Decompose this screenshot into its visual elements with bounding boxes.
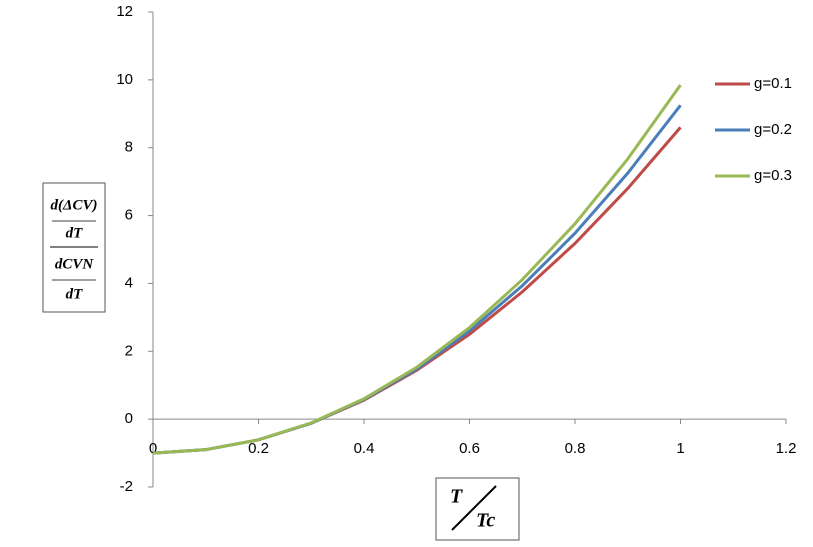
y-tick-label: 6	[125, 207, 133, 224]
y-label: d(ΔCV)	[51, 197, 98, 213]
x-tick-label: 1	[676, 440, 684, 457]
series-line	[152, 84, 682, 455]
y-tick-label: 10	[116, 71, 133, 88]
y-tick-label: 2	[125, 342, 133, 359]
legend-label: g=0.3	[754, 167, 792, 184]
legend-label: g=0.1	[754, 75, 792, 92]
y-tick-label: 4	[125, 274, 133, 291]
x-tick-label: 0.4	[354, 440, 375, 457]
x-label: T	[450, 486, 463, 508]
x-tick-label: 0	[149, 440, 157, 457]
y-tick-label: 8	[125, 139, 133, 156]
x-label-slash	[451, 485, 497, 531]
y-tick-label: -2	[120, 478, 133, 495]
x-tick-label: 0.6	[459, 440, 480, 457]
x-tick-label: 0.8	[565, 440, 586, 457]
series-line	[152, 126, 682, 455]
y-tick-label: 12	[116, 3, 133, 20]
y-tick-label: 0	[125, 410, 133, 427]
x-tick-label: 1.2	[776, 440, 797, 457]
y-label: dT	[66, 225, 84, 241]
y-label: dCVN	[55, 256, 95, 272]
legend-label: g=0.2	[754, 121, 792, 138]
series-line	[152, 104, 682, 455]
y-label: dT	[66, 286, 84, 302]
x-tick-label: 0.2	[248, 440, 269, 457]
x-label: Tc	[476, 510, 495, 532]
x-label-box	[435, 477, 520, 541]
